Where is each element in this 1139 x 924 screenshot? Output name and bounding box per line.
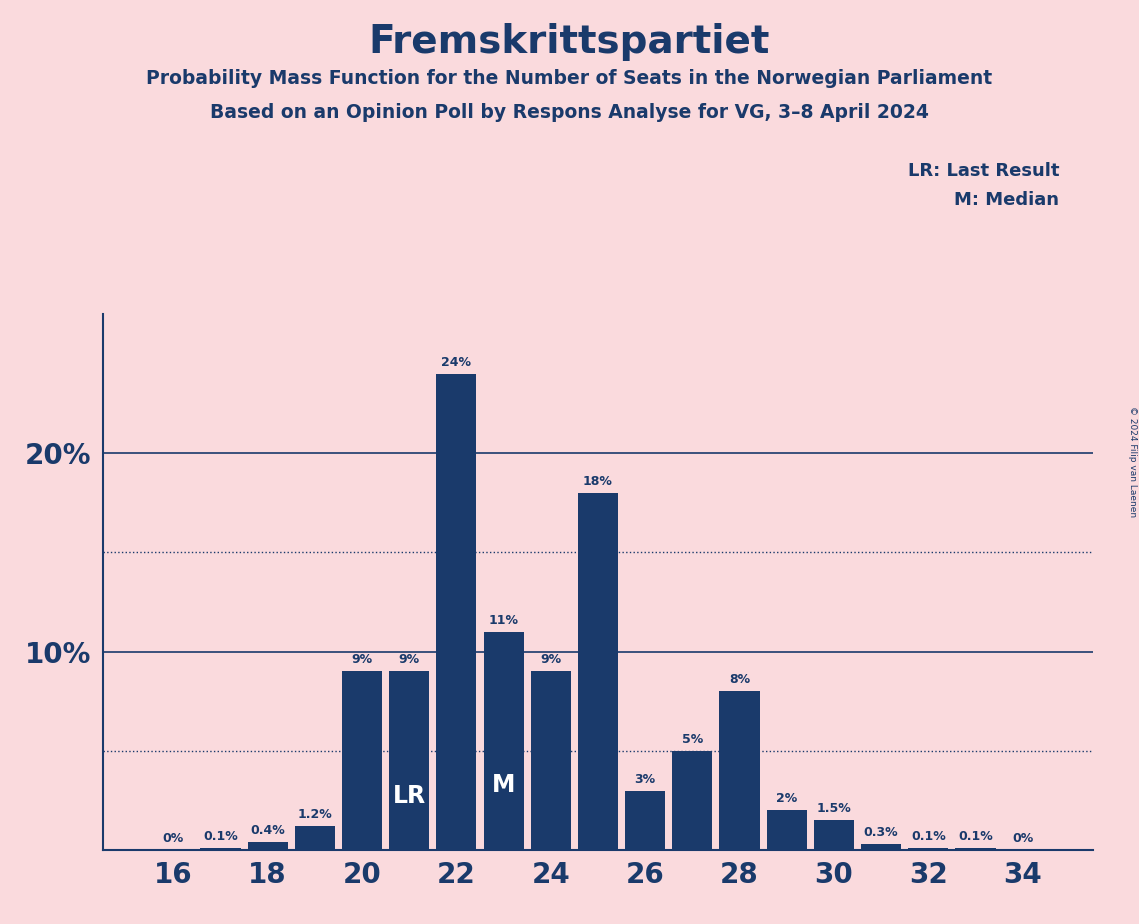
Bar [484, 632, 524, 850]
Text: 18%: 18% [583, 475, 613, 488]
Text: 1.5%: 1.5% [817, 802, 851, 815]
Text: M: Median: M: Median [954, 191, 1059, 209]
Bar [956, 848, 995, 850]
Text: LR: Last Result: LR: Last Result [908, 162, 1059, 179]
Bar [342, 672, 382, 850]
Bar [200, 848, 240, 850]
Text: 11%: 11% [489, 614, 518, 626]
Text: 0%: 0% [163, 833, 183, 845]
Text: 0.4%: 0.4% [251, 824, 285, 837]
Text: 0%: 0% [1013, 833, 1033, 845]
Bar [436, 373, 476, 850]
Text: 2%: 2% [776, 793, 797, 806]
Bar [814, 821, 854, 850]
Bar [247, 842, 288, 850]
Text: Probability Mass Function for the Number of Seats in the Norwegian Parliament: Probability Mass Function for the Number… [147, 69, 992, 89]
Bar [908, 848, 949, 850]
Text: 24%: 24% [442, 356, 472, 369]
Text: 1.2%: 1.2% [297, 808, 333, 821]
Text: Fremskrittspartiet: Fremskrittspartiet [369, 23, 770, 61]
Bar [720, 691, 760, 850]
Bar [625, 791, 665, 850]
Text: 9%: 9% [352, 653, 372, 666]
Bar [295, 826, 335, 850]
Bar [531, 672, 571, 850]
Text: Based on an Opinion Poll by Respons Analyse for VG, 3–8 April 2024: Based on an Opinion Poll by Respons Anal… [210, 103, 929, 123]
Text: 0.3%: 0.3% [863, 826, 899, 839]
Bar [861, 845, 901, 850]
Text: 0.1%: 0.1% [958, 830, 993, 843]
Text: 9%: 9% [540, 653, 562, 666]
Text: 9%: 9% [399, 653, 420, 666]
Bar [672, 751, 712, 850]
Text: 0.1%: 0.1% [911, 830, 945, 843]
Bar [390, 672, 429, 850]
Text: 0.1%: 0.1% [203, 830, 238, 843]
Text: 8%: 8% [729, 674, 751, 687]
Text: M: M [492, 772, 515, 796]
Text: 3%: 3% [634, 772, 656, 785]
Bar [767, 810, 806, 850]
Text: LR: LR [393, 784, 426, 808]
Bar [577, 492, 618, 850]
Text: 5%: 5% [682, 733, 703, 746]
Text: © 2024 Filip van Laenen: © 2024 Filip van Laenen [1128, 407, 1137, 517]
